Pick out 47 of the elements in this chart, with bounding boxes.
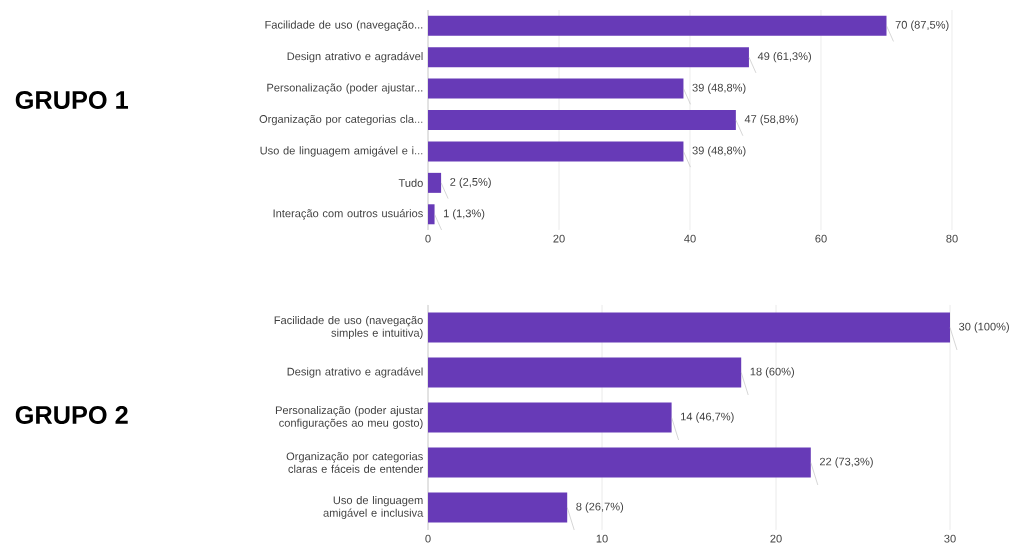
y-tick-label: Uso de linguagem amigável e inclusiva bbox=[323, 496, 424, 519]
x-tick-label: 80 bbox=[946, 234, 958, 243]
text: GRUPO 2 bbox=[15, 406, 128, 424]
data-label: 70 (87,5%) bbox=[895, 20, 949, 31]
bar bbox=[428, 402, 672, 433]
y-tick-label: Uso de linguagem amigável e i... bbox=[260, 146, 423, 157]
bar bbox=[428, 110, 736, 130]
x-tick-label: 0 bbox=[425, 234, 431, 243]
y-tick-label: Organização por categorias claras e fáceis de entender bbox=[286, 452, 424, 473]
bar bbox=[428, 15, 887, 36]
y-tick-label: Tudo bbox=[398, 178, 423, 187]
data-label: 1 (1,3%) bbox=[443, 209, 485, 220]
bar bbox=[428, 141, 684, 162]
y-tick-label: Personalização (poder ajustar... bbox=[267, 83, 423, 94]
data-label: 39 (48,8%) bbox=[692, 83, 746, 94]
bar bbox=[428, 312, 950, 343]
y-tick-label: Design atrativo e agradável bbox=[287, 51, 423, 63]
x-tick-label: 0 bbox=[425, 534, 431, 543]
x-tick-label: 60 bbox=[815, 234, 827, 243]
data-label: 8 (26,7%) bbox=[576, 502, 624, 513]
y-tick-label: Facilidade de uso (navegação simples e intuitiva) bbox=[274, 316, 423, 339]
data-label: 18 (60%) bbox=[750, 367, 794, 378]
data-label: 39 (48,8%) bbox=[692, 146, 746, 157]
bar bbox=[428, 47, 749, 68]
x-tick-label: 20 bbox=[770, 534, 782, 543]
data-label: 2 (2,5%) bbox=[450, 177, 491, 189]
y-tick-label: Facilidade de uso (navegação... bbox=[265, 20, 423, 31]
data-label: 14 (46,7%) bbox=[681, 412, 734, 423]
text: GRUPO 1 bbox=[15, 91, 129, 109]
x-tick-label: 30 bbox=[944, 534, 956, 543]
y-tick-label: Organização por categorias cla... bbox=[259, 114, 423, 126]
data-label: 22 (73,3%) bbox=[819, 457, 873, 468]
x-tick-label: 20 bbox=[553, 234, 565, 243]
x-tick-label: 10 bbox=[596, 534, 608, 543]
bar bbox=[428, 447, 811, 478]
y-tick-label: Personalização (poder ajustar configurações ao meu gosto) bbox=[275, 405, 424, 430]
x-tick-label: 40 bbox=[684, 234, 696, 243]
bar bbox=[428, 492, 568, 523]
bar bbox=[428, 204, 435, 225]
data-label: 30 (100%) bbox=[959, 322, 1009, 333]
data-label: 47 (58,8%) bbox=[744, 114, 798, 126]
y-tick-label: Design atrativo e agradável bbox=[287, 367, 423, 378]
bar bbox=[428, 172, 442, 193]
bar bbox=[428, 78, 684, 99]
y-tick-label: Interação com outros usuários bbox=[273, 209, 423, 220]
bar bbox=[428, 357, 742, 388]
data-label: 49 (61,3%) bbox=[757, 52, 811, 63]
